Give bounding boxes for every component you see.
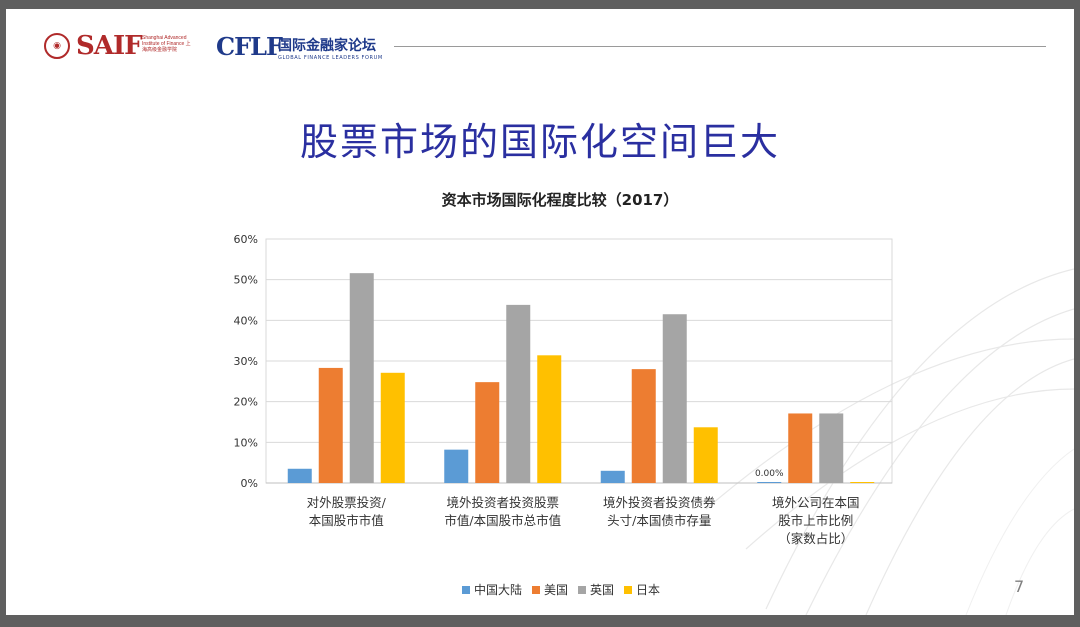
bar-英国 xyxy=(349,273,374,483)
y-tick-label: 0% xyxy=(241,477,258,490)
bar-日本 xyxy=(537,355,562,483)
bars xyxy=(287,273,875,483)
saif-logo: SAIF xyxy=(76,31,143,61)
y-axis: 0% 10% 20% 30% 40% 50% 60% xyxy=(234,233,258,490)
x-tick-label: 市值/本国股市总市值 xyxy=(444,513,561,528)
cflf-logo: CFLF xyxy=(216,32,283,61)
bar-英国 xyxy=(662,314,687,483)
bar-中国大陆 xyxy=(287,468,312,483)
legend-swatch xyxy=(578,585,587,594)
bar-美国 xyxy=(631,369,656,483)
page-number: 7 xyxy=(1014,577,1025,596)
header-divider xyxy=(394,46,1046,47)
x-tick-label: （家数占比） xyxy=(778,531,853,546)
bar-英国 xyxy=(819,413,844,483)
legend-item: 中国大陆 xyxy=(462,581,522,598)
data-label: 0.00% xyxy=(755,469,784,479)
legend-swatch xyxy=(462,585,470,594)
chart-legend: 中国大陆 美国 英国 日本 xyxy=(462,581,660,598)
bar-日本 xyxy=(380,372,405,483)
legend-label: 美国 xyxy=(544,583,569,597)
saif-seal-icon: ◉ xyxy=(44,33,70,59)
legend-swatch xyxy=(532,585,541,594)
cflf-english-name: GLOBAL FINANCE LEADERS FORUM xyxy=(278,55,383,61)
slide: ◉ SAIF Shanghai Advanced Institute of Fi… xyxy=(6,9,1074,615)
bar-中国大陆 xyxy=(444,449,469,483)
bar-日本 xyxy=(693,427,718,483)
x-tick-label: 头寸/本国债市存量 xyxy=(607,513,711,528)
legend-label: 中国大陆 xyxy=(474,583,523,597)
legend-item: 美国 xyxy=(532,581,568,598)
cflf-name: 国际金融家论坛 xyxy=(278,38,376,54)
background-arcs-decoration xyxy=(705,268,1074,615)
y-tick-label: 30% xyxy=(234,355,258,368)
y-tick-label: 10% xyxy=(234,436,258,449)
bar-美国 xyxy=(318,367,343,483)
bar-日本 xyxy=(850,482,875,483)
slide-title: 股票市场的国际化空间巨大 xyxy=(299,120,780,164)
bar-chart: 资本市场国际化程度比较（2017） 0% 10% 20% 30% 40% 50% 60% 0… xyxy=(234,191,893,546)
y-tick-label: 60% xyxy=(234,233,258,246)
legend-label: 英国 xyxy=(590,583,615,597)
y-tick-label: 20% xyxy=(234,396,258,409)
legend-item: 英国 xyxy=(578,581,614,598)
saif-subtitle: Shanghai Advanced Institute of Finance 上… xyxy=(142,35,191,53)
legend-label: 日本 xyxy=(636,583,661,597)
x-tick-label: 境外投资者投资股票 xyxy=(446,495,559,510)
bar-中国大陆 xyxy=(757,482,782,483)
y-tick-label: 40% xyxy=(234,314,258,327)
bar-美国 xyxy=(788,413,813,483)
data-labels: 0.00% xyxy=(755,469,784,479)
bar-中国大陆 xyxy=(600,470,625,483)
x-tick-label: 本国股市市值 xyxy=(309,513,384,528)
bar-美国 xyxy=(475,382,500,483)
y-tick-label: 50% xyxy=(234,274,258,287)
legend-swatch xyxy=(624,585,633,594)
legend-item: 日本 xyxy=(624,581,660,598)
x-tick-label: 境外投资者投资债券 xyxy=(603,495,716,510)
x-tick-label: 股市上市比例 xyxy=(778,513,853,528)
x-tick-label: 境外公司在本国 xyxy=(772,495,860,510)
bar-英国 xyxy=(506,304,531,483)
chart-title: 资本市场国际化程度比较（2017） xyxy=(442,191,679,209)
x-tick-label: 对外股票投资/ xyxy=(307,495,387,510)
